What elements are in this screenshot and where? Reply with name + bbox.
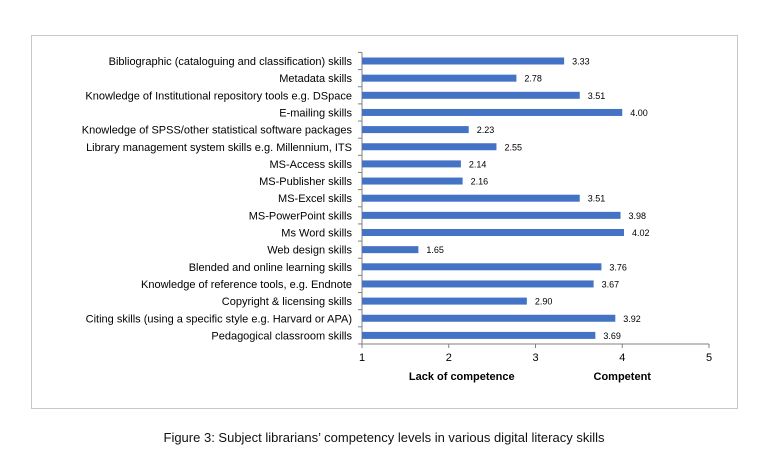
x-tick-label: 5 <box>706 352 712 364</box>
category-label: Citing skills (using a specific style e.… <box>86 313 352 325</box>
value-label: 3.76 <box>609 262 627 272</box>
category-label: Knowledge of SPSS/other statistical soft… <box>82 125 353 137</box>
bar <box>362 74 517 82</box>
value-label: 2.78 <box>524 74 542 84</box>
value-label: 2.90 <box>535 297 553 307</box>
category-label: MS-Publisher skills <box>259 176 352 188</box>
category-label: MS-PowerPoint skills <box>249 210 353 222</box>
value-label: 2.14 <box>469 159 487 169</box>
bar <box>362 229 624 236</box>
value-label: 2.16 <box>471 177 489 187</box>
value-label: 3.92 <box>623 314 641 324</box>
bar <box>362 314 616 322</box>
category-label: E-mailing skills <box>279 107 352 119</box>
value-label: 2.23 <box>477 125 495 135</box>
category-label: Pedagogical classroom skills <box>211 330 352 342</box>
bar-chart: Bibliographic (cataloguing and classific… <box>82 51 712 383</box>
chart-frame: Bibliographic (cataloguing and classific… <box>31 35 738 409</box>
category-label: Ms Word skills <box>281 228 352 240</box>
bar <box>362 297 527 305</box>
bar <box>362 57 565 65</box>
category-label: Web design skills <box>267 245 352 257</box>
value-label: 2.55 <box>504 142 522 152</box>
value-label: 3.51 <box>588 194 606 204</box>
x-tick-label: 1 <box>359 352 365 364</box>
bar <box>362 263 602 271</box>
bar <box>362 177 463 185</box>
category-label: Library management system skills e.g. Mi… <box>86 142 352 154</box>
value-label: 3.98 <box>629 211 647 221</box>
bar <box>362 126 469 134</box>
value-label: 3.69 <box>603 331 621 341</box>
value-label: 3.67 <box>602 279 620 289</box>
bar <box>362 280 594 288</box>
x-tick-label: 2 <box>446 352 452 364</box>
value-label: 1.65 <box>426 245 444 255</box>
category-label: Knowledge of reference tools, e.g. Endno… <box>141 279 352 291</box>
category-label: MS-Access skills <box>269 159 352 171</box>
category-label: Blended and online learning skills <box>189 262 353 274</box>
bar <box>362 108 623 116</box>
figure-caption: Figure 3: Subject librarians’ competency… <box>163 430 605 445</box>
category-label: Knowledge of Institutional repository to… <box>85 90 352 102</box>
category-label: Bibliographic (cataloguing and classific… <box>109 56 353 68</box>
x-tick-label: 4 <box>619 352 625 364</box>
bar <box>362 91 580 99</box>
bar <box>362 160 461 168</box>
axis-note: Competent <box>594 371 652 383</box>
axis-note: Lack of competence <box>409 371 515 383</box>
value-label: 4.00 <box>630 108 648 118</box>
bar <box>362 211 621 219</box>
bar <box>362 194 580 202</box>
x-tick-label: 3 <box>532 352 538 364</box>
category-label: Copyright & licensing skills <box>222 296 353 308</box>
category-label: Metadata skills <box>279 73 352 85</box>
value-label: 4.02 <box>632 228 650 238</box>
value-label: 3.51 <box>588 91 606 101</box>
bar <box>362 143 497 151</box>
category-label: MS-Excel skills <box>278 193 352 205</box>
value-label: 3.33 <box>572 57 590 67</box>
bar <box>362 331 596 339</box>
bar <box>362 246 419 254</box>
